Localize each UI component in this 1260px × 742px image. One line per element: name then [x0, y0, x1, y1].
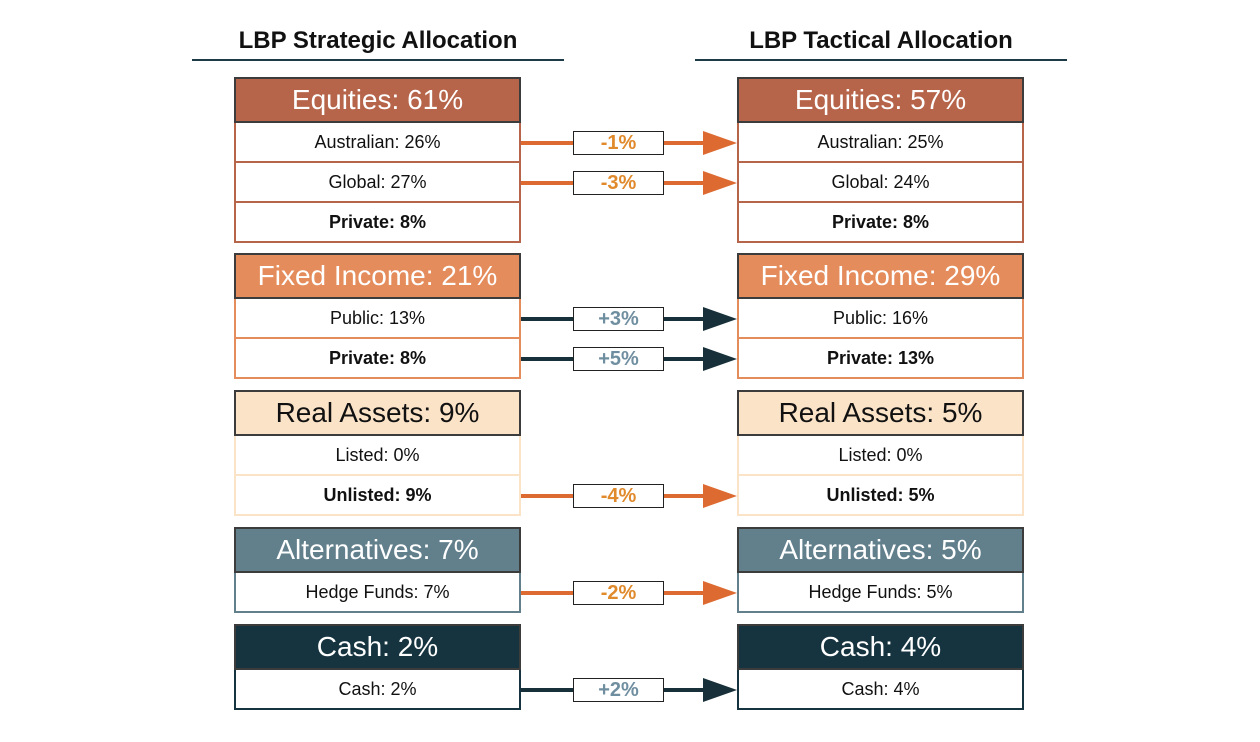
- tactical-row-real-assets-1: Listed: 0%: [737, 436, 1024, 476]
- strategic-row-equities-2: Global: 27%: [234, 163, 521, 203]
- tactical-row-fixed-income-1: Public: 16%: [737, 299, 1024, 339]
- tactical-header-alternatives: Alternatives: 5%: [737, 527, 1024, 573]
- tactical-row-equities-2: Global: 24%: [737, 163, 1024, 203]
- strategic-header-fixed-income: Fixed Income: 21%: [234, 253, 521, 299]
- tactical-header-real-assets: Real Assets: 5%: [737, 390, 1024, 436]
- change-arrowhead-equities-1: [703, 131, 737, 155]
- strategic-row-fixed-income-2: Private: 8%: [234, 339, 521, 379]
- strategic-row-cash-1: Cash: 2%: [234, 670, 521, 710]
- tactical-row-equities-1: Australian: 25%: [737, 123, 1024, 163]
- tactical-row-alternatives-1: Hedge Funds: 5%: [737, 573, 1024, 613]
- tactical-row-real-assets-2: Unlisted: 5%: [737, 476, 1024, 516]
- tactical-title: LBP Tactical Allocation: [749, 27, 1013, 54]
- tactical-title-rule: [695, 59, 1067, 61]
- strategic-header-equities: Equities: 61%: [234, 77, 521, 123]
- change-arrowhead-fixed-income-1: [703, 307, 737, 331]
- tactical-row-fixed-income-2: Private: 13%: [737, 339, 1024, 379]
- strategic-header-cash: Cash: 2%: [234, 624, 521, 670]
- tactical-header-equities: Equities: 57%: [737, 77, 1024, 123]
- strategic-header-alternatives: Alternatives: 7%: [234, 527, 521, 573]
- tactical-row-cash-1: Cash: 4%: [737, 670, 1024, 710]
- strategic-row-equities-1: Australian: 26%: [234, 123, 521, 163]
- strategic-title-rule: [192, 59, 564, 61]
- strategic-header-real-assets: Real Assets: 9%: [234, 390, 521, 436]
- change-arrowhead-real-assets-2: [703, 484, 737, 508]
- strategic-row-real-assets-2: Unlisted: 9%: [234, 476, 521, 516]
- change-arrowhead-equities-2: [703, 171, 737, 195]
- change-arrowhead-cash-1: [703, 678, 737, 702]
- strategic-row-alternatives-1: Hedge Funds: 7%: [234, 573, 521, 613]
- strategic-row-fixed-income-1: Public: 13%: [234, 299, 521, 339]
- tactical-header-cash: Cash: 4%: [737, 624, 1024, 670]
- strategic-title: LBP Strategic Allocation: [238, 27, 518, 54]
- change-arrowhead-fixed-income-2: [703, 347, 737, 371]
- strategic-row-equities-3: Private: 8%: [234, 203, 521, 243]
- change-arrowhead-alternatives-1: [703, 581, 737, 605]
- tactical-header-fixed-income: Fixed Income: 29%: [737, 253, 1024, 299]
- tactical-row-equities-3: Private: 8%: [737, 203, 1024, 243]
- strategic-row-real-assets-1: Listed: 0%: [234, 436, 521, 476]
